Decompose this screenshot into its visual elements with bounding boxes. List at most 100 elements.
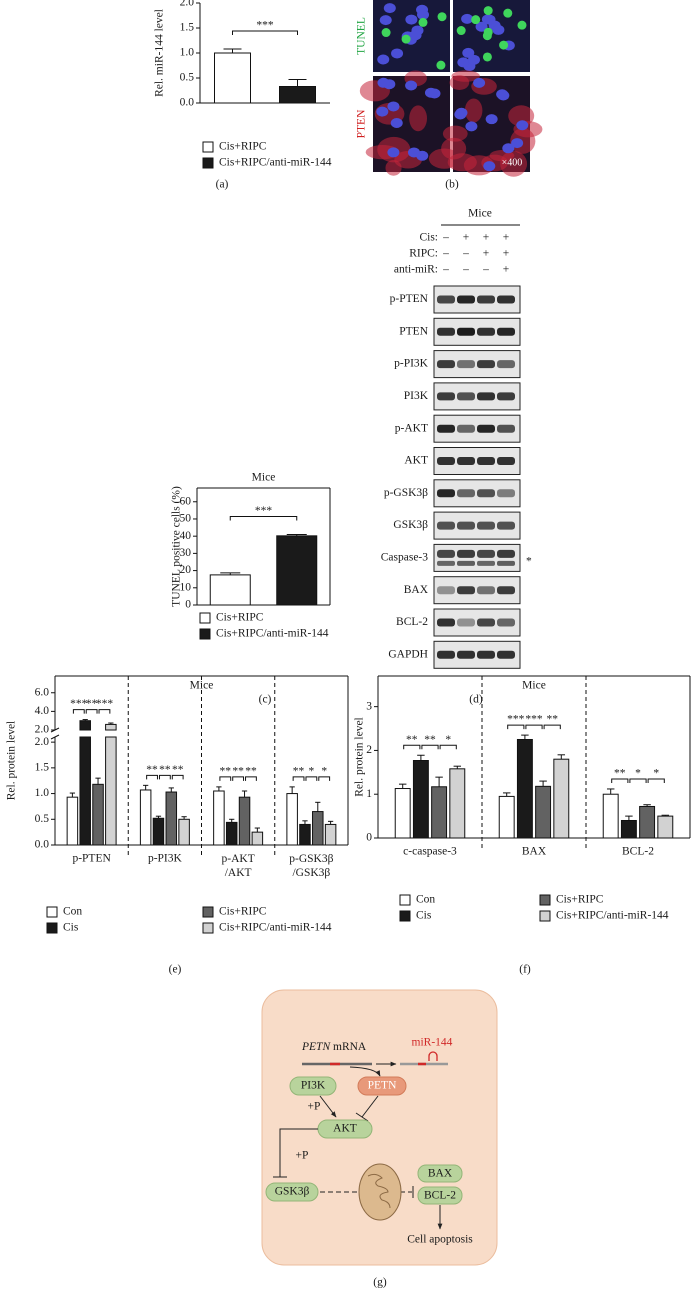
significance-label: ** [424,734,436,746]
significance-label: ** [406,734,418,746]
blot-band [457,560,475,566]
nucleus [461,13,474,24]
nucleus [516,120,529,131]
inhibit-line [361,1095,379,1118]
y-tick-label: 1 [366,788,372,800]
nucleus [391,48,404,59]
blot-band [497,489,515,498]
blot-band [477,618,495,627]
micrograph [373,0,450,72]
label-line: /AKT [225,867,252,879]
blot-band [457,295,475,304]
significance-label: ** [159,764,171,776]
band-label: PI3K [404,390,429,402]
y-tick-label: 4.0 [35,705,50,717]
bar [79,736,91,846]
y-tick-label: 2.0 [35,736,50,748]
blot-band [437,327,455,336]
significance-label: * [445,734,451,746]
nucleus [387,147,400,158]
significance-bracket [219,776,232,781]
nucleus [497,90,510,101]
condition-sign: + [463,232,470,244]
legend-swatch [539,910,551,922]
legend-swatch [46,922,58,934]
significance-label: ** [172,764,184,776]
tunel-signal [401,34,411,44]
bar [238,796,251,846]
blot-band [497,295,515,304]
blot-band [477,549,495,558]
pathway-diagram: PETN mRNA miR-144 PI3K PETN +P AKT +P GS… [261,989,498,1289]
blot-band [477,521,495,530]
x-tick-label: p-PTEN [72,853,111,865]
nucleus [454,109,467,120]
blot-band [497,521,515,530]
legend-swatch [199,612,211,624]
blot-band [497,424,515,433]
blot-band [477,650,495,659]
significance-bracket [403,744,421,750]
legend-swatch [202,906,214,918]
label-line: /GSK3β [292,867,330,879]
significance-label: ** [546,714,558,726]
significance-bracket [525,724,543,730]
pten-stain [449,75,470,90]
condition-sign: – [482,264,489,276]
significance-bracket [232,776,245,781]
blot-band [437,521,455,530]
bar [152,817,165,846]
significance-bracket [98,709,111,714]
band-label: Caspase-3 [381,552,429,564]
nucleus [492,24,505,35]
panel-caption: (a) [216,179,229,191]
bar [165,791,178,846]
legend-label: Cis+RIPC [219,141,267,153]
blot-band [497,618,515,627]
legend-swatch [202,141,214,153]
blot-band [437,549,455,558]
significance-label: * [653,768,659,780]
blot-band [457,618,475,627]
blot-band [457,327,475,336]
pten-stain [464,98,483,123]
blot-band [437,489,455,498]
panel-caption: (c) [259,694,272,706]
bar [214,52,251,104]
pten-stain [409,105,427,132]
mirna-label: miR-144 [412,1037,453,1049]
panel-caption: (b) [445,179,459,191]
stain-label: PTEN [356,109,368,138]
arrow [319,1095,337,1118]
legend-swatch [399,894,411,906]
bar [449,768,466,839]
significance-label: ** [614,768,626,780]
nucleus [377,54,390,65]
node-label: BCL-2 [424,1190,456,1202]
y-tick-label: 1.5 [180,22,195,34]
x-tick-label: p-PI3K [148,853,183,865]
significance-label: *** [255,505,273,517]
tunel-signal [482,52,492,62]
blot-band [497,586,515,595]
tunel-signal [483,27,493,37]
condition-sign: + [503,248,510,260]
panel-caption: (d) [469,694,483,706]
band-label: AKT [404,455,428,467]
condition-label: anti-miR: [394,264,438,276]
bar [276,535,318,606]
nucleus [383,3,396,14]
label-line: p-GSK3β [289,853,333,865]
legend-label: Cis+RIPC/anti-miR-144 [219,157,332,169]
significance-label: *** [70,698,88,710]
x-tick-label: p-AKT/AKT [222,853,255,879]
significance-bracket [292,776,305,781]
bar [225,821,238,846]
blot-band [437,650,455,659]
legend-label: Cis+RIPC [219,906,267,918]
blot-band [457,424,475,433]
bar [657,815,674,839]
legend-swatch [46,906,58,918]
significance-label: ** [245,766,257,778]
significance-bracket [507,724,525,730]
